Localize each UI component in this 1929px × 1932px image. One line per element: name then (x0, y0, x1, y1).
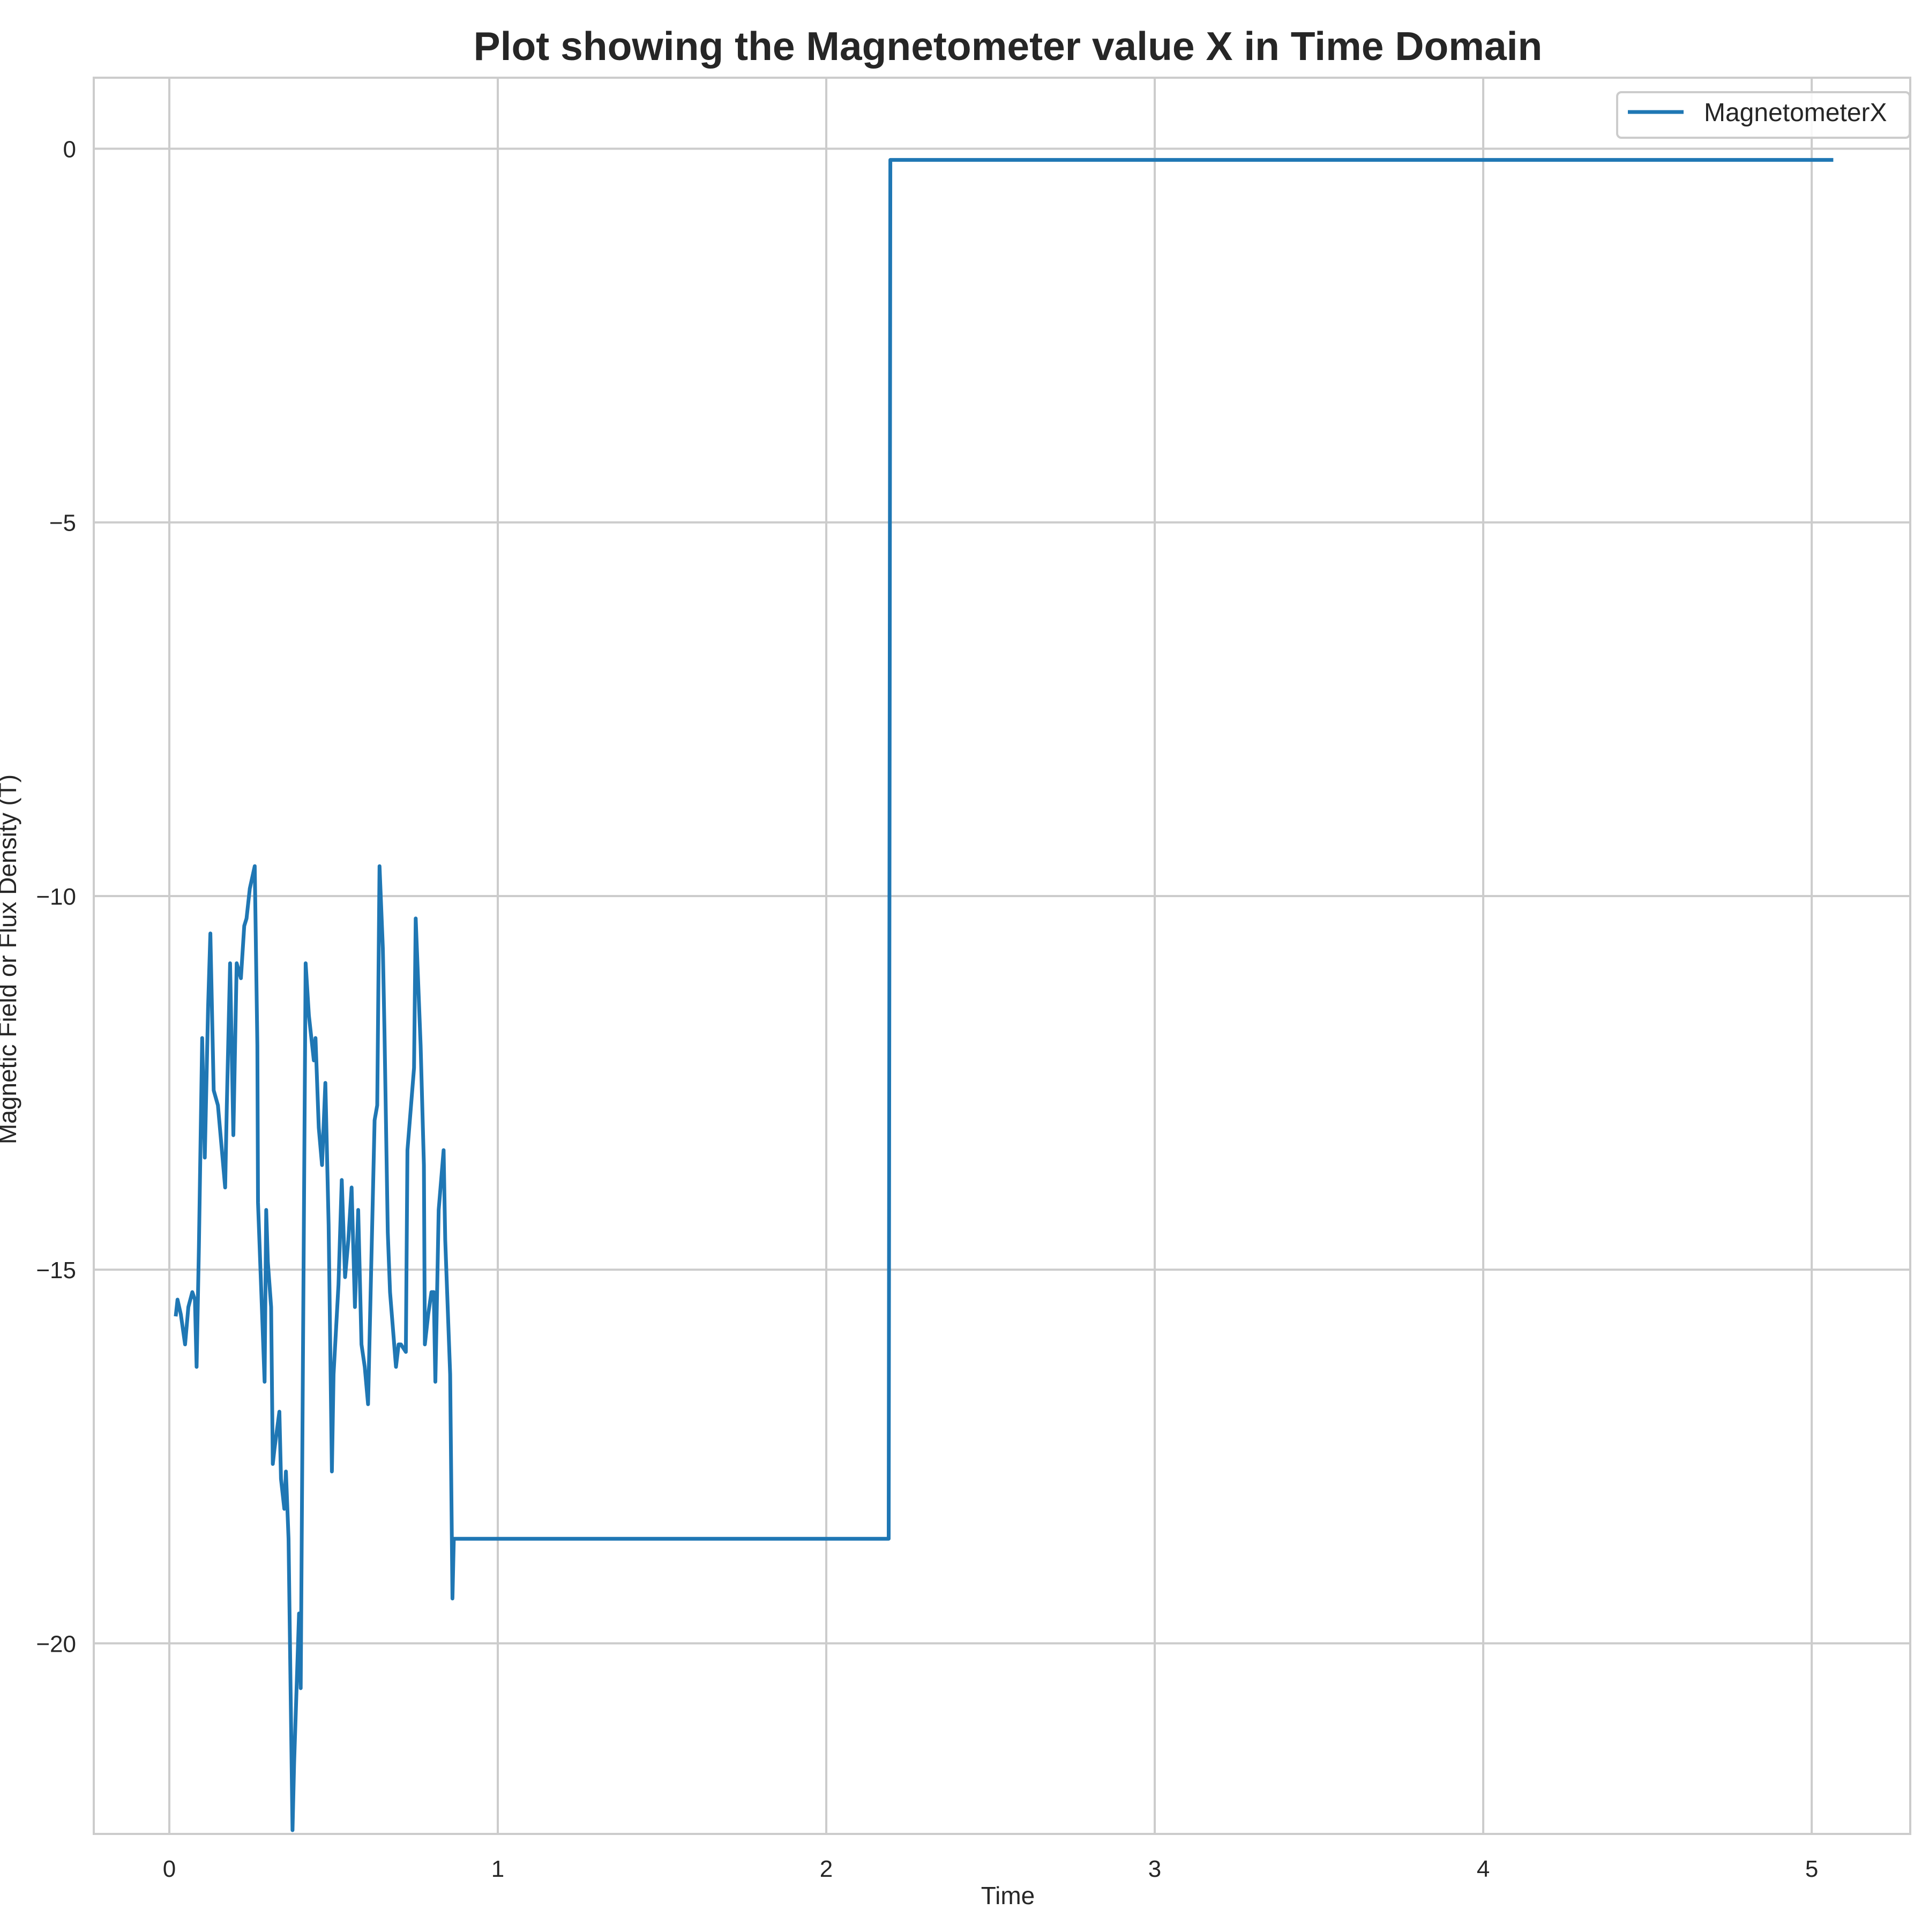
chart-title: Plot showing the Magnetometer value X in… (474, 24, 1543, 69)
y-axis-label: Magnetic Field or Flux Density (T) (0, 774, 21, 1144)
y-tick-labels: 0 −5 −10 −15 −20 (36, 136, 76, 1657)
x-tick-label: 2 (820, 1856, 833, 1882)
legend-box (1616, 91, 1911, 139)
legend-label-magnetometerx: MagnetometerX (1704, 99, 1887, 127)
series-layer (174, 158, 1834, 1832)
y-tick-label: −20 (36, 1631, 76, 1657)
x-tick-label: 4 (1477, 1856, 1490, 1882)
legend: MagnetometerX (1616, 91, 1911, 139)
series-line-magnetometerx (174, 158, 1834, 1832)
x-axis-label: Time (981, 1882, 1035, 1909)
x-tick-label: 3 (1148, 1856, 1161, 1882)
y-tick-label: −10 (36, 884, 76, 910)
y-tick-label: −15 (36, 1257, 76, 1284)
plot-frame (93, 77, 1911, 1835)
x-tick-labels: 0 1 2 3 4 5 (163, 1856, 1819, 1882)
x-tick-label: 0 (163, 1856, 176, 1882)
y-tick-label: 0 (63, 136, 76, 162)
x-tick-label: 5 (1805, 1856, 1818, 1882)
y-tick-label: −5 (49, 510, 76, 536)
grid-lines (94, 78, 1910, 1834)
x-tick-label: 1 (491, 1856, 504, 1882)
